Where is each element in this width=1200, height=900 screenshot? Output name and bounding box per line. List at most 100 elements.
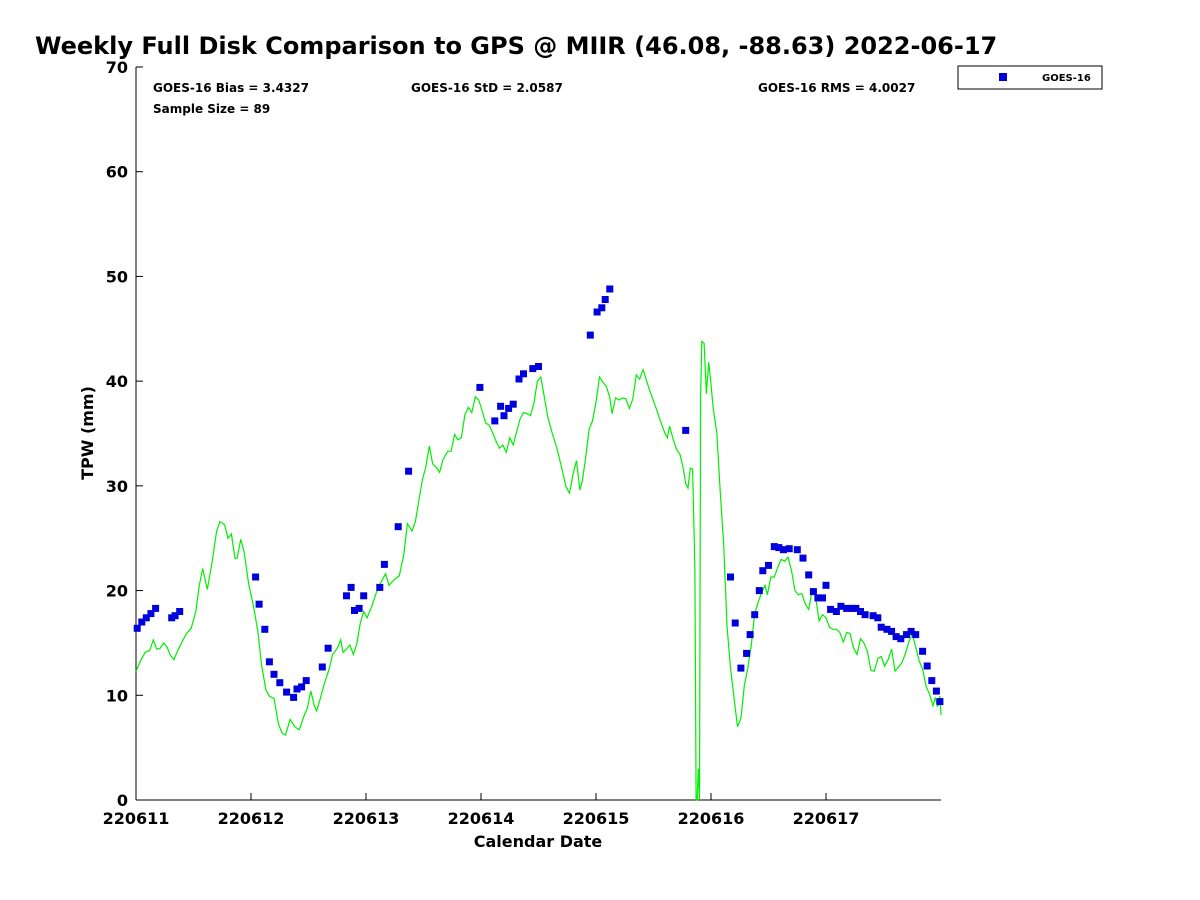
goes16-point	[805, 571, 813, 579]
goes16-point	[324, 644, 332, 652]
x-tick-label: 220616	[678, 809, 745, 828]
goes16-point	[936, 698, 944, 706]
goes16-point	[755, 587, 763, 595]
goes16-point	[793, 546, 801, 554]
goes16-point	[497, 402, 505, 410]
goes16-point	[775, 544, 783, 552]
goes16-point	[727, 573, 734, 581]
y-axis-label: TPW (mm)	[78, 386, 97, 480]
stats-annotations: GOES-16 Bias = 3.4327 GOES-16 StD = 2.05…	[153, 81, 915, 116]
goes16-point	[601, 296, 609, 303]
goes16-point	[888, 627, 896, 635]
gps-line	[135, 340, 942, 801]
goes16-point	[593, 308, 601, 316]
goes16-point	[290, 693, 298, 701]
legend: GOES-16	[957, 65, 1103, 90]
goes16-point	[265, 658, 273, 666]
goes16-point	[293, 685, 301, 693]
goes16-point	[874, 614, 882, 622]
goes16-point	[152, 604, 160, 612]
goes16-point	[355, 604, 363, 612]
goes16-point	[799, 554, 807, 562]
x-tick-label: 220615	[563, 809, 630, 828]
goes16-point	[837, 602, 845, 610]
goes16-point	[142, 614, 150, 622]
goes16-point	[283, 688, 291, 696]
x-tick-label: 220611	[103, 809, 170, 828]
goes16-point	[598, 304, 606, 312]
legend-label-goes16: GOES-16	[1042, 73, 1091, 84]
goes16-point	[877, 623, 885, 631]
goes16-point	[785, 545, 793, 553]
goes16-point	[520, 370, 527, 378]
goes16-point	[737, 664, 745, 672]
goes16-series	[133, 285, 944, 706]
y-tick-label: 50	[106, 267, 128, 286]
goes16-point	[380, 560, 388, 568]
goes16-point	[394, 523, 402, 531]
goes16-point	[814, 594, 822, 602]
goes16-point	[529, 365, 537, 373]
goes16-point	[147, 610, 155, 618]
goes16-point	[606, 285, 614, 293]
goes16-point	[743, 649, 751, 657]
goes16-point	[491, 417, 499, 425]
goes16-point	[892, 633, 900, 641]
goes16-point	[923, 662, 931, 670]
x-tick-label: 220614	[448, 809, 515, 828]
goes16-point	[897, 635, 905, 643]
gps-series	[135, 340, 942, 801]
goes16-point	[770, 543, 778, 551]
goes16-point	[832, 608, 840, 615]
y-tick-label: 60	[106, 163, 128, 182]
goes16-point	[586, 331, 594, 339]
goes16-point	[919, 647, 927, 655]
goes16-point	[759, 567, 767, 575]
goes16-point	[515, 375, 523, 383]
y-axis-ticks: 0 10 20 30 40 50 60 70	[106, 58, 143, 810]
goes16-point	[907, 627, 915, 635]
goes16-point	[351, 607, 358, 614]
goes16-point	[298, 683, 306, 691]
goes16-point	[500, 412, 508, 420]
x-tick-label: 220612	[218, 809, 285, 828]
plot-frame	[135, 67, 941, 801]
goes16-point	[779, 546, 787, 554]
goes16-point	[843, 604, 851, 612]
goes16-point	[405, 467, 413, 475]
legend-marker-goes16	[999, 73, 1007, 81]
goes16-point	[302, 677, 310, 685]
sample-size-annotation: Sample Size = 89	[153, 102, 270, 116]
goes16-point	[252, 573, 260, 581]
goes16-point	[276, 679, 284, 687]
goes16-point	[176, 608, 184, 615]
goes16-point	[746, 631, 754, 639]
goes16-point	[133, 624, 141, 632]
x-axis-ticks: 220611 220612 220613 220614 220615 220616 2206…	[103, 793, 860, 828]
goes16-point	[861, 611, 869, 619]
goes16-point	[847, 604, 855, 612]
goes16-point	[509, 400, 517, 408]
goes16-point	[912, 631, 920, 639]
chart-title: Weekly Full Disk Comparison to GPS @ MII…	[35, 32, 997, 60]
goes16-point	[751, 611, 759, 619]
goes16-point	[765, 561, 772, 569]
goes16-point	[347, 583, 355, 591]
y-tick-label: 0	[117, 791, 128, 810]
goes16-point	[852, 604, 860, 612]
goes16-point	[883, 625, 891, 633]
goes16-point	[731, 619, 739, 627]
y-tick-label: 20	[106, 582, 128, 601]
rms-annotation: GOES-16 RMS = 4.0027	[758, 81, 915, 95]
goes16-point	[270, 670, 278, 678]
goes16-point	[682, 426, 690, 434]
y-tick-label: 70	[106, 58, 128, 77]
goes16-point	[343, 592, 350, 600]
goes16-point	[261, 625, 269, 633]
goes16-point	[476, 383, 484, 391]
y-tick-label: 30	[106, 477, 128, 496]
goes16-point	[903, 631, 910, 639]
y-tick-label: 40	[106, 372, 128, 391]
x-tick-label: 220617	[793, 809, 860, 828]
goes16-point	[822, 581, 830, 589]
